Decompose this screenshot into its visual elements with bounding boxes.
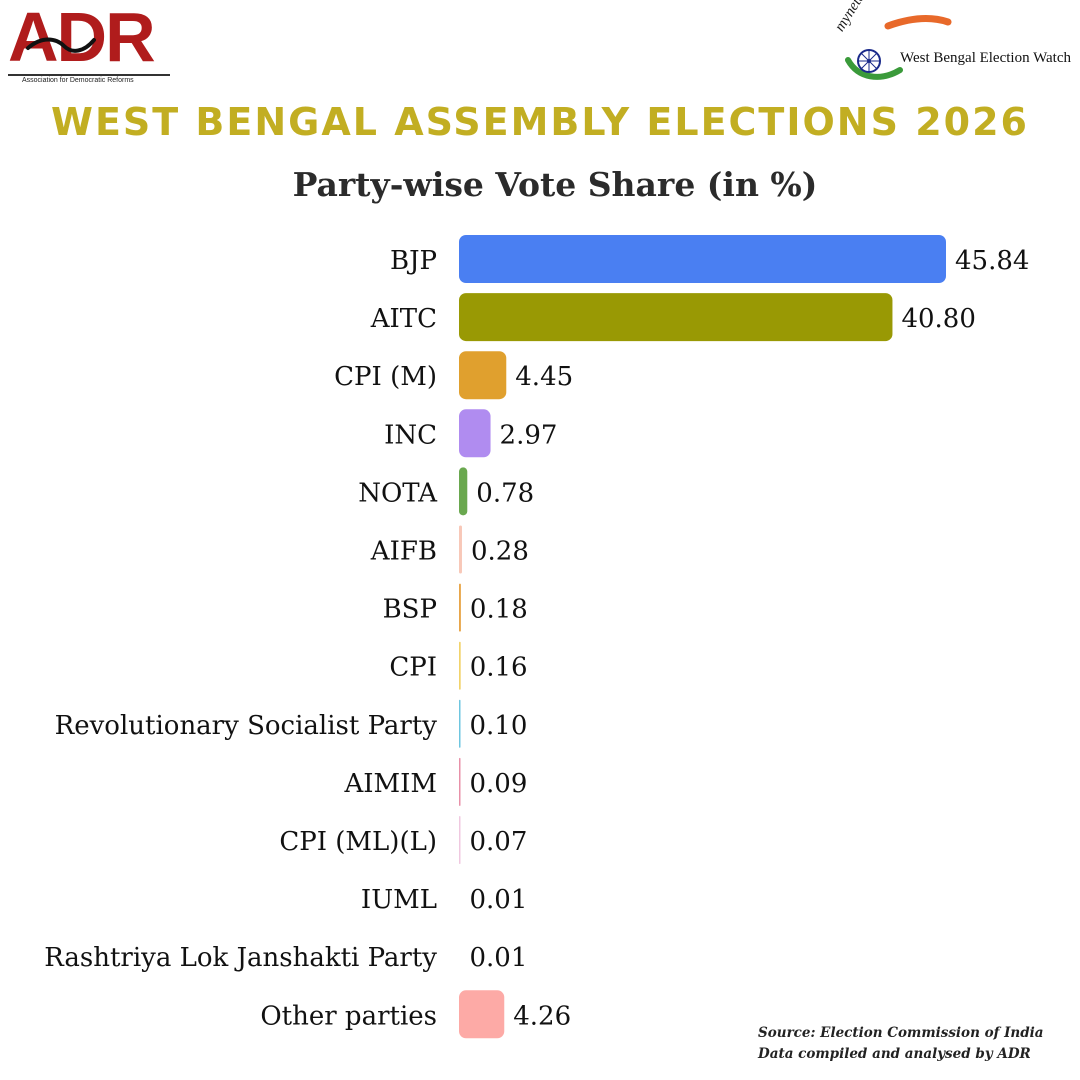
adr-logo-rule: [8, 74, 170, 76]
bar-aitc: [459, 293, 893, 342]
value-label-bsp: 0.18: [470, 595, 528, 625]
bar-cpi-m: [459, 351, 507, 400]
bar-aifb: [459, 525, 462, 574]
category-label-inc: INC: [384, 420, 437, 450]
category-label-aifb: AIFB: [370, 537, 437, 567]
value-label-rashtriya-lok-janshakti-party: 0.01: [470, 943, 528, 973]
bar-revolutionary-socialist-party: [459, 699, 461, 748]
chart-title: Party-wise Vote Share (in %): [292, 165, 818, 204]
value-label-other-parties: 4.26: [513, 1001, 571, 1031]
value-label-cpi-m: 4.45: [515, 362, 573, 392]
bar-cpi-ml-l: [459, 816, 461, 864]
category-label-cpi-ml-l: CPI (ML)(L): [279, 827, 437, 857]
category-label-cpi-m: CPI (M): [334, 362, 437, 392]
category-label-rashtriya-lok-janshakti-party: Rashtriya Lok Janshakti Party: [44, 943, 437, 973]
ashoka-wheel-icon: [857, 49, 881, 73]
value-label-revolutionary-socialist-party: 0.10: [470, 711, 528, 741]
adr-swoosh-icon: [26, 37, 96, 53]
value-label-inc: 2.97: [500, 420, 558, 450]
adr-logo-letters: ADR: [8, 0, 156, 76]
value-label-aifb: 0.28: [471, 537, 529, 567]
page-title: WEST BENGAL ASSEMBLY ELECTIONS 2026: [51, 100, 1029, 144]
bar-inc: [459, 409, 491, 458]
bar-iuml: [459, 874, 461, 923]
myneta-title: West Bengal Election Watch: [900, 50, 1072, 66]
bar-other-parties: [459, 990, 505, 1039]
myneta-logo: myneta.info West Bengal Election Watch: [830, 0, 1080, 83]
category-label-aimim: AIMIM: [343, 769, 437, 799]
bar-bjp: [459, 235, 946, 283]
category-label-other-parties: Other parties: [260, 1001, 437, 1031]
category-label-bsp: BSP: [383, 595, 437, 625]
bar-cpi: [459, 641, 461, 690]
bar-nota: [459, 467, 468, 516]
category-label-revolutionary-socialist-party: Revolutionary Socialist Party: [55, 711, 438, 741]
value-label-nota: 0.78: [476, 478, 534, 508]
value-label-iuml: 0.01: [470, 885, 528, 915]
myneta-swoosh-icon: [845, 15, 952, 80]
source-note: Source: Election Commission of India Dat…: [758, 1023, 1044, 1065]
category-label-iuml: IUML: [361, 885, 437, 915]
value-label-bjp: 45.84: [955, 246, 1029, 276]
compiled-line: Data compiled and analysed by ADR: [758, 1046, 1031, 1062]
adr-logo: ADR Association for Democratic Reforms: [8, 2, 170, 84]
value-label-aimim: 0.09: [470, 769, 528, 799]
category-label-cpi: CPI: [389, 653, 437, 683]
value-label-aitc: 40.80: [901, 304, 975, 334]
bar-aimim: [459, 757, 461, 806]
bar-rashtriya-lok-janshakti-party: [459, 932, 461, 981]
source-line: Source: Election Commission of India: [758, 1025, 1044, 1041]
category-label-bjp: BJP: [390, 246, 437, 276]
category-label-nota: NOTA: [358, 478, 438, 508]
category-label-aitc: AITC: [370, 304, 437, 334]
value-label-cpi-ml-l: 0.07: [470, 827, 528, 857]
adr-logo-tagline: Association for Democratic Reforms: [22, 77, 134, 84]
value-label-cpi: 0.16: [470, 653, 528, 683]
bar-bsp: [459, 583, 461, 632]
